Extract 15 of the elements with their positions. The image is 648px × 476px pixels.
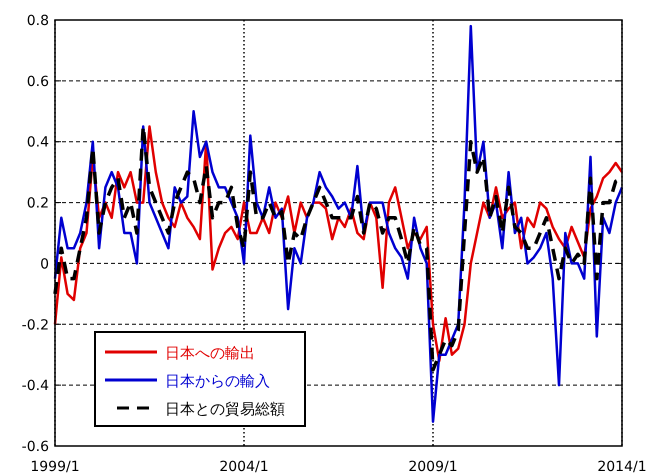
x-tick-label: 2009/1 — [408, 459, 458, 475]
y-tick-label: 0.8 — [26, 13, 49, 29]
x-tick-label: 2004/1 — [219, 459, 269, 475]
legend-label: 日本への輸出 — [165, 344, 255, 362]
y-tick-label: -0.6 — [22, 439, 50, 455]
x-tick-label: 2014/1 — [597, 459, 647, 475]
legend-label: 日本との貿易総額 — [165, 400, 285, 418]
y-tick-label: 0.6 — [26, 74, 50, 90]
y-tick-label: -0.2 — [22, 317, 49, 334]
y-tick-label: -0.4 — [22, 378, 50, 394]
y-tick-label: 0.2 — [26, 196, 49, 212]
legend-label: 日本からの輸入 — [165, 372, 270, 390]
y-tick-label: 0 — [40, 256, 49, 272]
y-tick-label: 0.4 — [26, 134, 50, 151]
x-tick-label: 1999/1 — [30, 459, 80, 475]
